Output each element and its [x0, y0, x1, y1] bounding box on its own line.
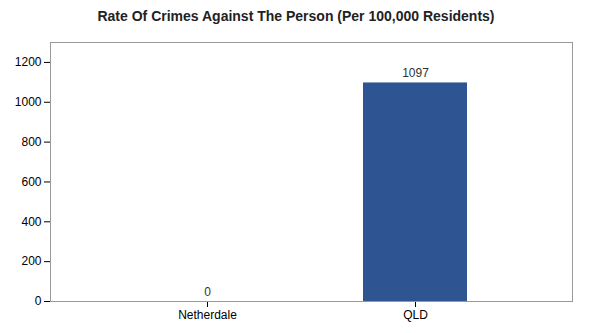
- svg-text:1000: 1000: [15, 95, 42, 109]
- svg-text:200: 200: [21, 254, 41, 268]
- svg-text:QLD: QLD: [403, 308, 428, 322]
- svg-text:800: 800: [21, 135, 41, 149]
- svg-text:600: 600: [21, 175, 41, 189]
- svg-text:1200: 1200: [15, 55, 42, 69]
- html-text:Rate Of Crimes Against The Per: Rate Of Crimes Against The Person (Per 1…: [97, 8, 495, 24]
- svg-text:1097: 1097: [402, 66, 429, 80]
- svg-text:0: 0: [35, 294, 42, 308]
- svg-text:400: 400: [21, 215, 41, 229]
- svg-text:0: 0: [204, 285, 211, 299]
- svg-text:Netherdale: Netherdale: [178, 308, 237, 322]
